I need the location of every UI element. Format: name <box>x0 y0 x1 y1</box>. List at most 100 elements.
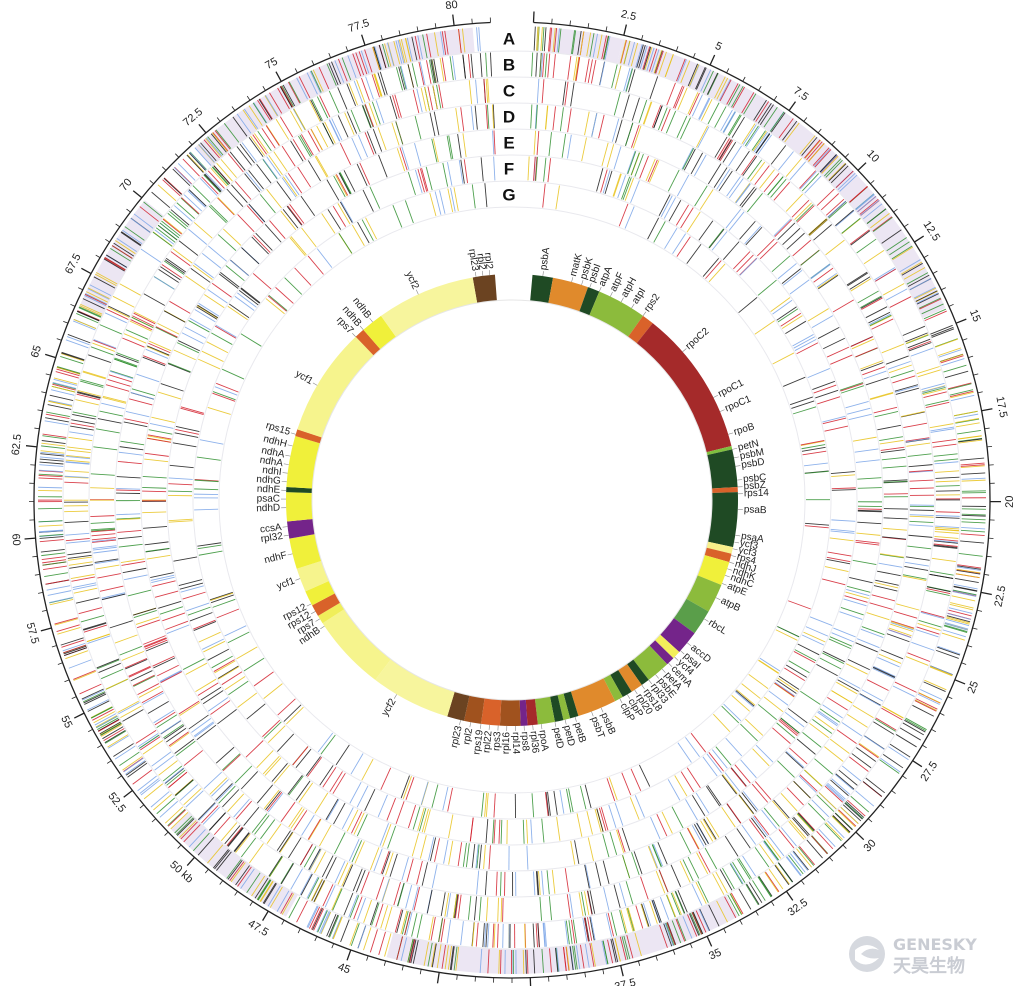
variant-mark <box>398 39 406 64</box>
gene-label-leader <box>734 541 740 544</box>
variant-mark <box>77 310 100 322</box>
variant-mark <box>536 26 539 51</box>
variant-mark <box>933 453 958 457</box>
scale-tick-label: 32.5 <box>786 897 810 919</box>
variant-mark <box>767 176 784 196</box>
variant-mark <box>236 646 258 660</box>
variant-mark <box>634 795 645 818</box>
variant-mark <box>961 513 986 516</box>
variant-mark <box>628 69 636 93</box>
variant-mark <box>210 594 234 604</box>
variant-mark <box>822 337 845 350</box>
variant-mark <box>229 151 246 171</box>
variant-mark <box>905 561 929 567</box>
variant-mark <box>796 848 813 868</box>
variant-mark <box>222 753 241 771</box>
variant-mark <box>621 936 629 960</box>
variant-mark <box>165 620 189 631</box>
gene-label-leader <box>641 684 645 690</box>
variant-mark <box>909 278 932 291</box>
scale-tick <box>186 856 196 867</box>
variant-mark <box>825 822 843 841</box>
variant-mark <box>337 87 348 110</box>
variant-mark <box>872 216 893 232</box>
scale-tick <box>709 54 716 66</box>
variant-mark <box>218 666 240 680</box>
variant-mark <box>539 52 542 77</box>
variant-mark <box>411 36 418 61</box>
variant-mark <box>460 107 465 132</box>
variant-mark <box>134 311 156 324</box>
variant-mark <box>317 732 334 753</box>
variant-mark <box>547 791 551 816</box>
variant-mark <box>121 561 146 566</box>
variant-mark <box>289 237 306 257</box>
variant-mark <box>880 446 905 451</box>
variant-mark <box>116 476 141 479</box>
variant-mark <box>135 729 157 744</box>
variant-mark <box>831 519 856 522</box>
variant-mark <box>429 837 437 861</box>
variant-mark <box>233 798 250 818</box>
variant-mark <box>107 379 131 387</box>
variant-mark <box>159 670 182 682</box>
variant-mark <box>728 178 744 199</box>
variant-mark <box>87 700 110 712</box>
variant-mark <box>830 779 849 797</box>
variant-mark <box>296 77 308 100</box>
variant-mark <box>91 529 116 533</box>
variant-mark <box>70 425 94 431</box>
variant-mark <box>813 224 832 241</box>
variant-mark <box>98 662 121 673</box>
variant-mark <box>875 268 897 282</box>
variant-mark <box>807 308 829 322</box>
variant-mark <box>947 612 971 620</box>
variant-mark <box>753 815 770 836</box>
scale-tick <box>803 117 808 122</box>
variant-mark <box>600 807 609 831</box>
gene-label-leader <box>600 707 604 713</box>
gene-label-leader <box>581 280 584 286</box>
variant-mark <box>914 699 937 711</box>
variant-mark <box>349 895 360 918</box>
track-guide-ring <box>166 154 858 846</box>
variant-mark <box>100 722 122 736</box>
variant-mark <box>677 59 687 82</box>
variant-mark <box>307 160 321 182</box>
variant-mark <box>646 47 655 71</box>
scale-tick <box>345 46 349 52</box>
variant-mark <box>829 537 854 542</box>
variant-mark <box>851 338 875 350</box>
variant-mark <box>416 860 423 885</box>
variant-mark <box>220 822 238 842</box>
variant-mark <box>567 55 572 80</box>
variant-mark <box>122 756 143 771</box>
variant-mark <box>552 106 556 131</box>
variant-mark <box>288 806 303 828</box>
variant-mark <box>470 106 475 131</box>
variant-mark <box>929 665 953 676</box>
variant-mark <box>119 446 144 451</box>
variant-mark <box>178 579 203 586</box>
variant-mark <box>453 894 458 918</box>
variant-mark <box>266 823 282 844</box>
variant-mark <box>69 431 94 436</box>
variant-mark <box>227 631 250 644</box>
variant-mark <box>880 553 904 558</box>
variant-mark <box>100 724 123 737</box>
variant-mark <box>303 846 317 868</box>
variant-mark <box>348 894 358 918</box>
variant-mark <box>426 33 432 58</box>
variant-mark <box>139 206 159 222</box>
variant-mark <box>634 932 642 957</box>
variant-mark <box>840 383 864 392</box>
variant-mark <box>855 193 875 210</box>
variant-mark <box>222 789 240 808</box>
variant-mark <box>611 64 618 88</box>
variant-mark <box>417 168 425 193</box>
variant-mark <box>197 682 219 696</box>
variant-mark <box>39 533 64 537</box>
variant-mark <box>944 624 968 633</box>
variant-mark <box>691 883 703 906</box>
gene-label-leader <box>704 618 709 622</box>
